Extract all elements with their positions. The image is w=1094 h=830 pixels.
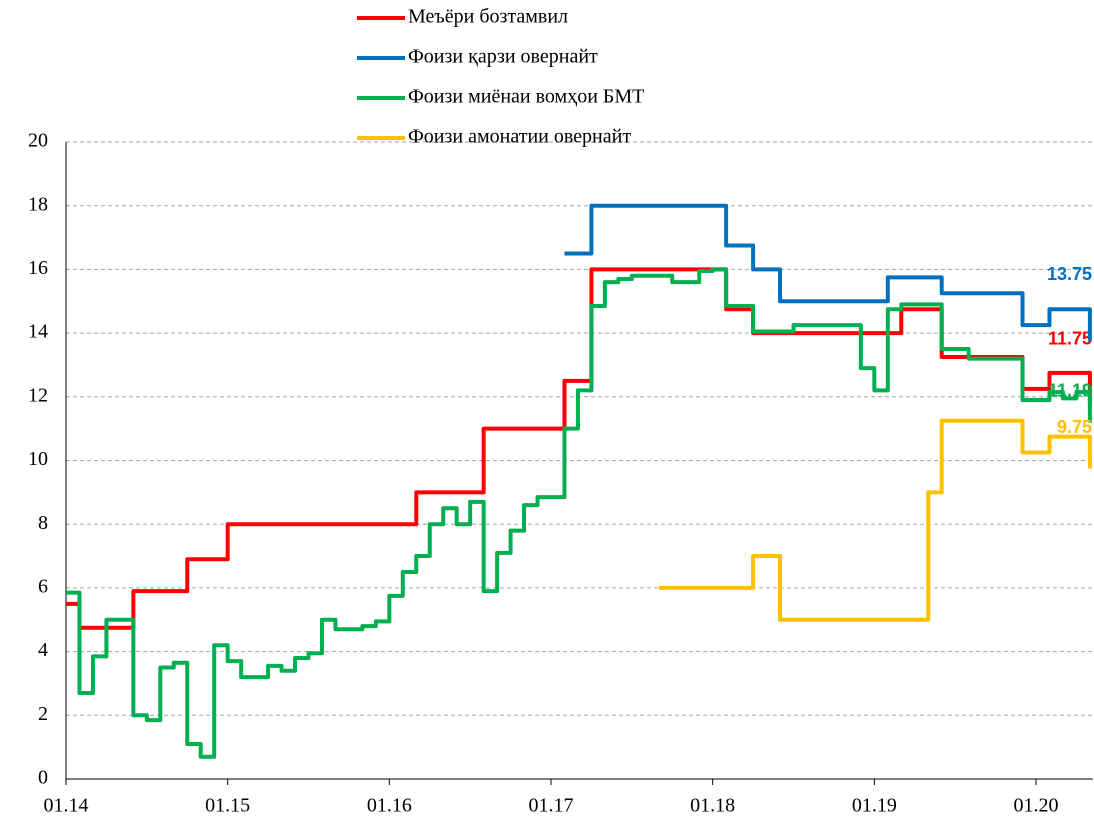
end-label: 11.75 (1048, 329, 1092, 349)
y-tick-label: 2 (38, 703, 48, 725)
end-label: 13.75 (1047, 264, 1092, 284)
y-tick-label: 10 (28, 448, 48, 470)
legend-label: Меъёри бозтамвил (408, 6, 568, 28)
y-tick-label: 4 (38, 639, 48, 661)
series-line (564, 203, 1092, 342)
legend-label: Фоизи миёнаи вомҳои БМТ (408, 86, 644, 108)
legend-label: Фоизи қарзи овернайт (408, 46, 598, 68)
y-tick-label: 8 (38, 512, 48, 534)
y-tick-label: 0 (38, 767, 48, 789)
series-line (658, 418, 1092, 622)
y-tick-label: 18 (28, 193, 48, 215)
y-tick-label: 12 (28, 384, 48, 406)
end-label: 9.75 (1057, 417, 1092, 437)
series-line (66, 267, 1092, 630)
x-tick-label: 01.17 (529, 795, 574, 817)
x-tick-label: 01.20 (1014, 795, 1059, 817)
x-tick-label: 01.18 (690, 795, 735, 817)
x-tick-label: 01.19 (852, 795, 897, 817)
x-tick-label: 01.16 (367, 795, 412, 817)
x-tick-label: 01.15 (205, 795, 250, 817)
legend-label: Фоизи амонатии овернайт (408, 126, 631, 148)
y-tick-label: 20 (28, 130, 48, 152)
y-tick-label: 16 (28, 257, 48, 279)
y-tick-label: 14 (28, 321, 48, 343)
series-line (66, 267, 1092, 759)
end-label: 11.19 (1048, 380, 1092, 400)
x-tick-label: 01.14 (44, 795, 89, 817)
y-tick-label: 6 (38, 575, 48, 597)
